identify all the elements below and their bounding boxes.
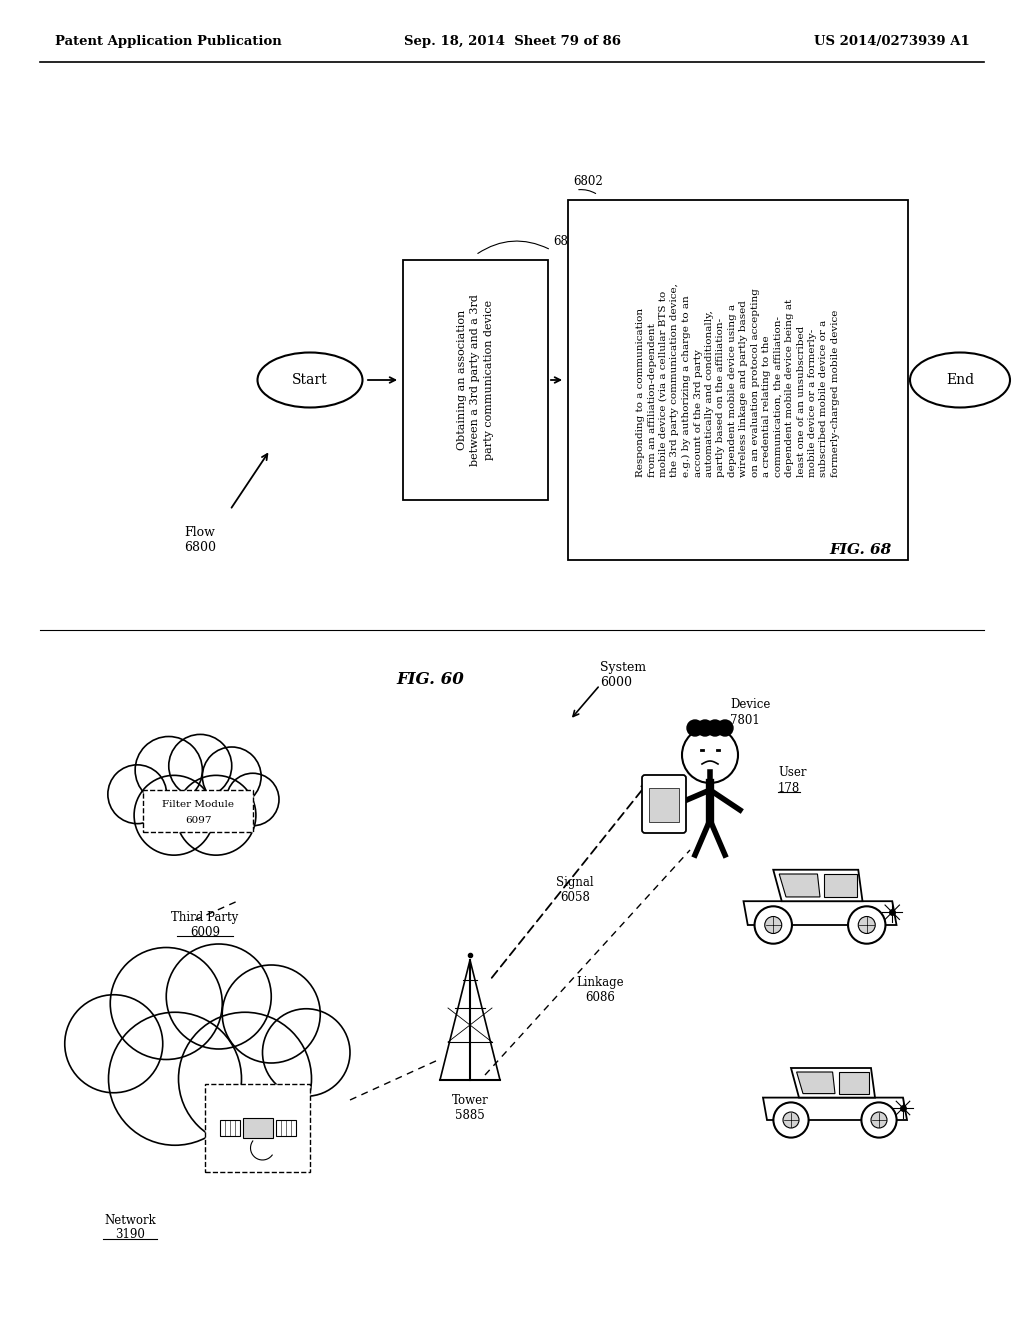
Circle shape [135,737,203,804]
Circle shape [203,747,261,805]
Text: Device: Device [730,698,770,711]
Circle shape [858,916,876,933]
Circle shape [65,995,163,1093]
Text: Start: Start [292,374,328,387]
Text: 178: 178 [778,781,800,795]
Text: 6801: 6801 [553,235,583,248]
Circle shape [169,734,231,797]
Circle shape [109,1012,242,1146]
Polygon shape [791,1068,874,1098]
Circle shape [861,1102,897,1138]
Bar [275,1119,296,1137]
Text: 6097: 6097 [184,816,211,825]
Circle shape [755,907,792,944]
Circle shape [848,907,886,944]
Circle shape [134,775,214,855]
Text: User: User [778,766,807,779]
FancyBboxPatch shape [143,789,253,832]
Circle shape [262,1008,350,1096]
Text: 6009: 6009 [190,925,220,939]
Text: Tower
5885: Tower 5885 [452,1094,488,1122]
Text: FIG. 60: FIG. 60 [396,672,464,689]
Text: Satellite: Satellite [245,965,295,978]
Text: Third Party: Third Party [171,912,239,924]
Text: Network: Network [104,1213,156,1226]
Circle shape [222,965,321,1063]
Circle shape [166,944,271,1049]
Polygon shape [763,1098,907,1119]
Circle shape [687,719,703,737]
Ellipse shape [910,352,1010,408]
FancyBboxPatch shape [205,1084,310,1172]
Polygon shape [773,870,862,902]
Text: Obtaining an association
between a 3rd party and a 3rd
party communication devic: Obtaining an association between a 3rd p… [458,294,494,466]
Text: Responding to a communication
from an affiliation-dependent
mobile device (via a: Responding to a communication from an af… [636,282,840,477]
Circle shape [108,764,167,824]
Circle shape [871,1111,887,1129]
Text: 6093: 6093 [255,981,285,994]
Text: Patent Application Publication: Patent Application Publication [55,36,282,49]
Circle shape [707,719,723,737]
Circle shape [176,775,256,855]
FancyBboxPatch shape [243,1118,272,1138]
Circle shape [697,719,713,737]
Text: Flow
6800: Flow 6800 [184,525,216,554]
Circle shape [773,1102,809,1138]
Ellipse shape [257,352,362,408]
Bar [649,788,679,822]
FancyBboxPatch shape [568,201,908,560]
Text: Sep. 18, 2014  Sheet 79 of 86: Sep. 18, 2014 Sheet 79 of 86 [403,36,621,49]
Circle shape [178,1012,311,1146]
Text: System
6000: System 6000 [600,661,646,689]
Polygon shape [743,902,896,925]
Text: FIG. 68: FIG. 68 [828,543,891,557]
Text: 3190: 3190 [115,1229,145,1242]
Circle shape [682,727,738,783]
Text: 7801: 7801 [730,714,760,726]
Polygon shape [779,874,820,898]
Circle shape [111,948,222,1060]
Circle shape [765,916,781,933]
Circle shape [226,774,279,826]
Text: End: End [946,374,974,387]
Text: Filter Module: Filter Module [162,800,234,809]
Text: Linkage
6086: Linkage 6086 [577,975,624,1005]
FancyBboxPatch shape [403,260,548,500]
Polygon shape [797,1072,835,1093]
Polygon shape [839,1072,869,1093]
Text: US 2014/0273939 A1: US 2014/0273939 A1 [814,36,970,49]
Circle shape [717,719,733,737]
Bar [219,1119,240,1137]
Circle shape [783,1111,799,1129]
Text: 6802: 6802 [573,176,603,187]
Text: Signal
6058: Signal 6058 [556,876,594,904]
FancyBboxPatch shape [642,775,686,833]
Polygon shape [824,874,856,898]
